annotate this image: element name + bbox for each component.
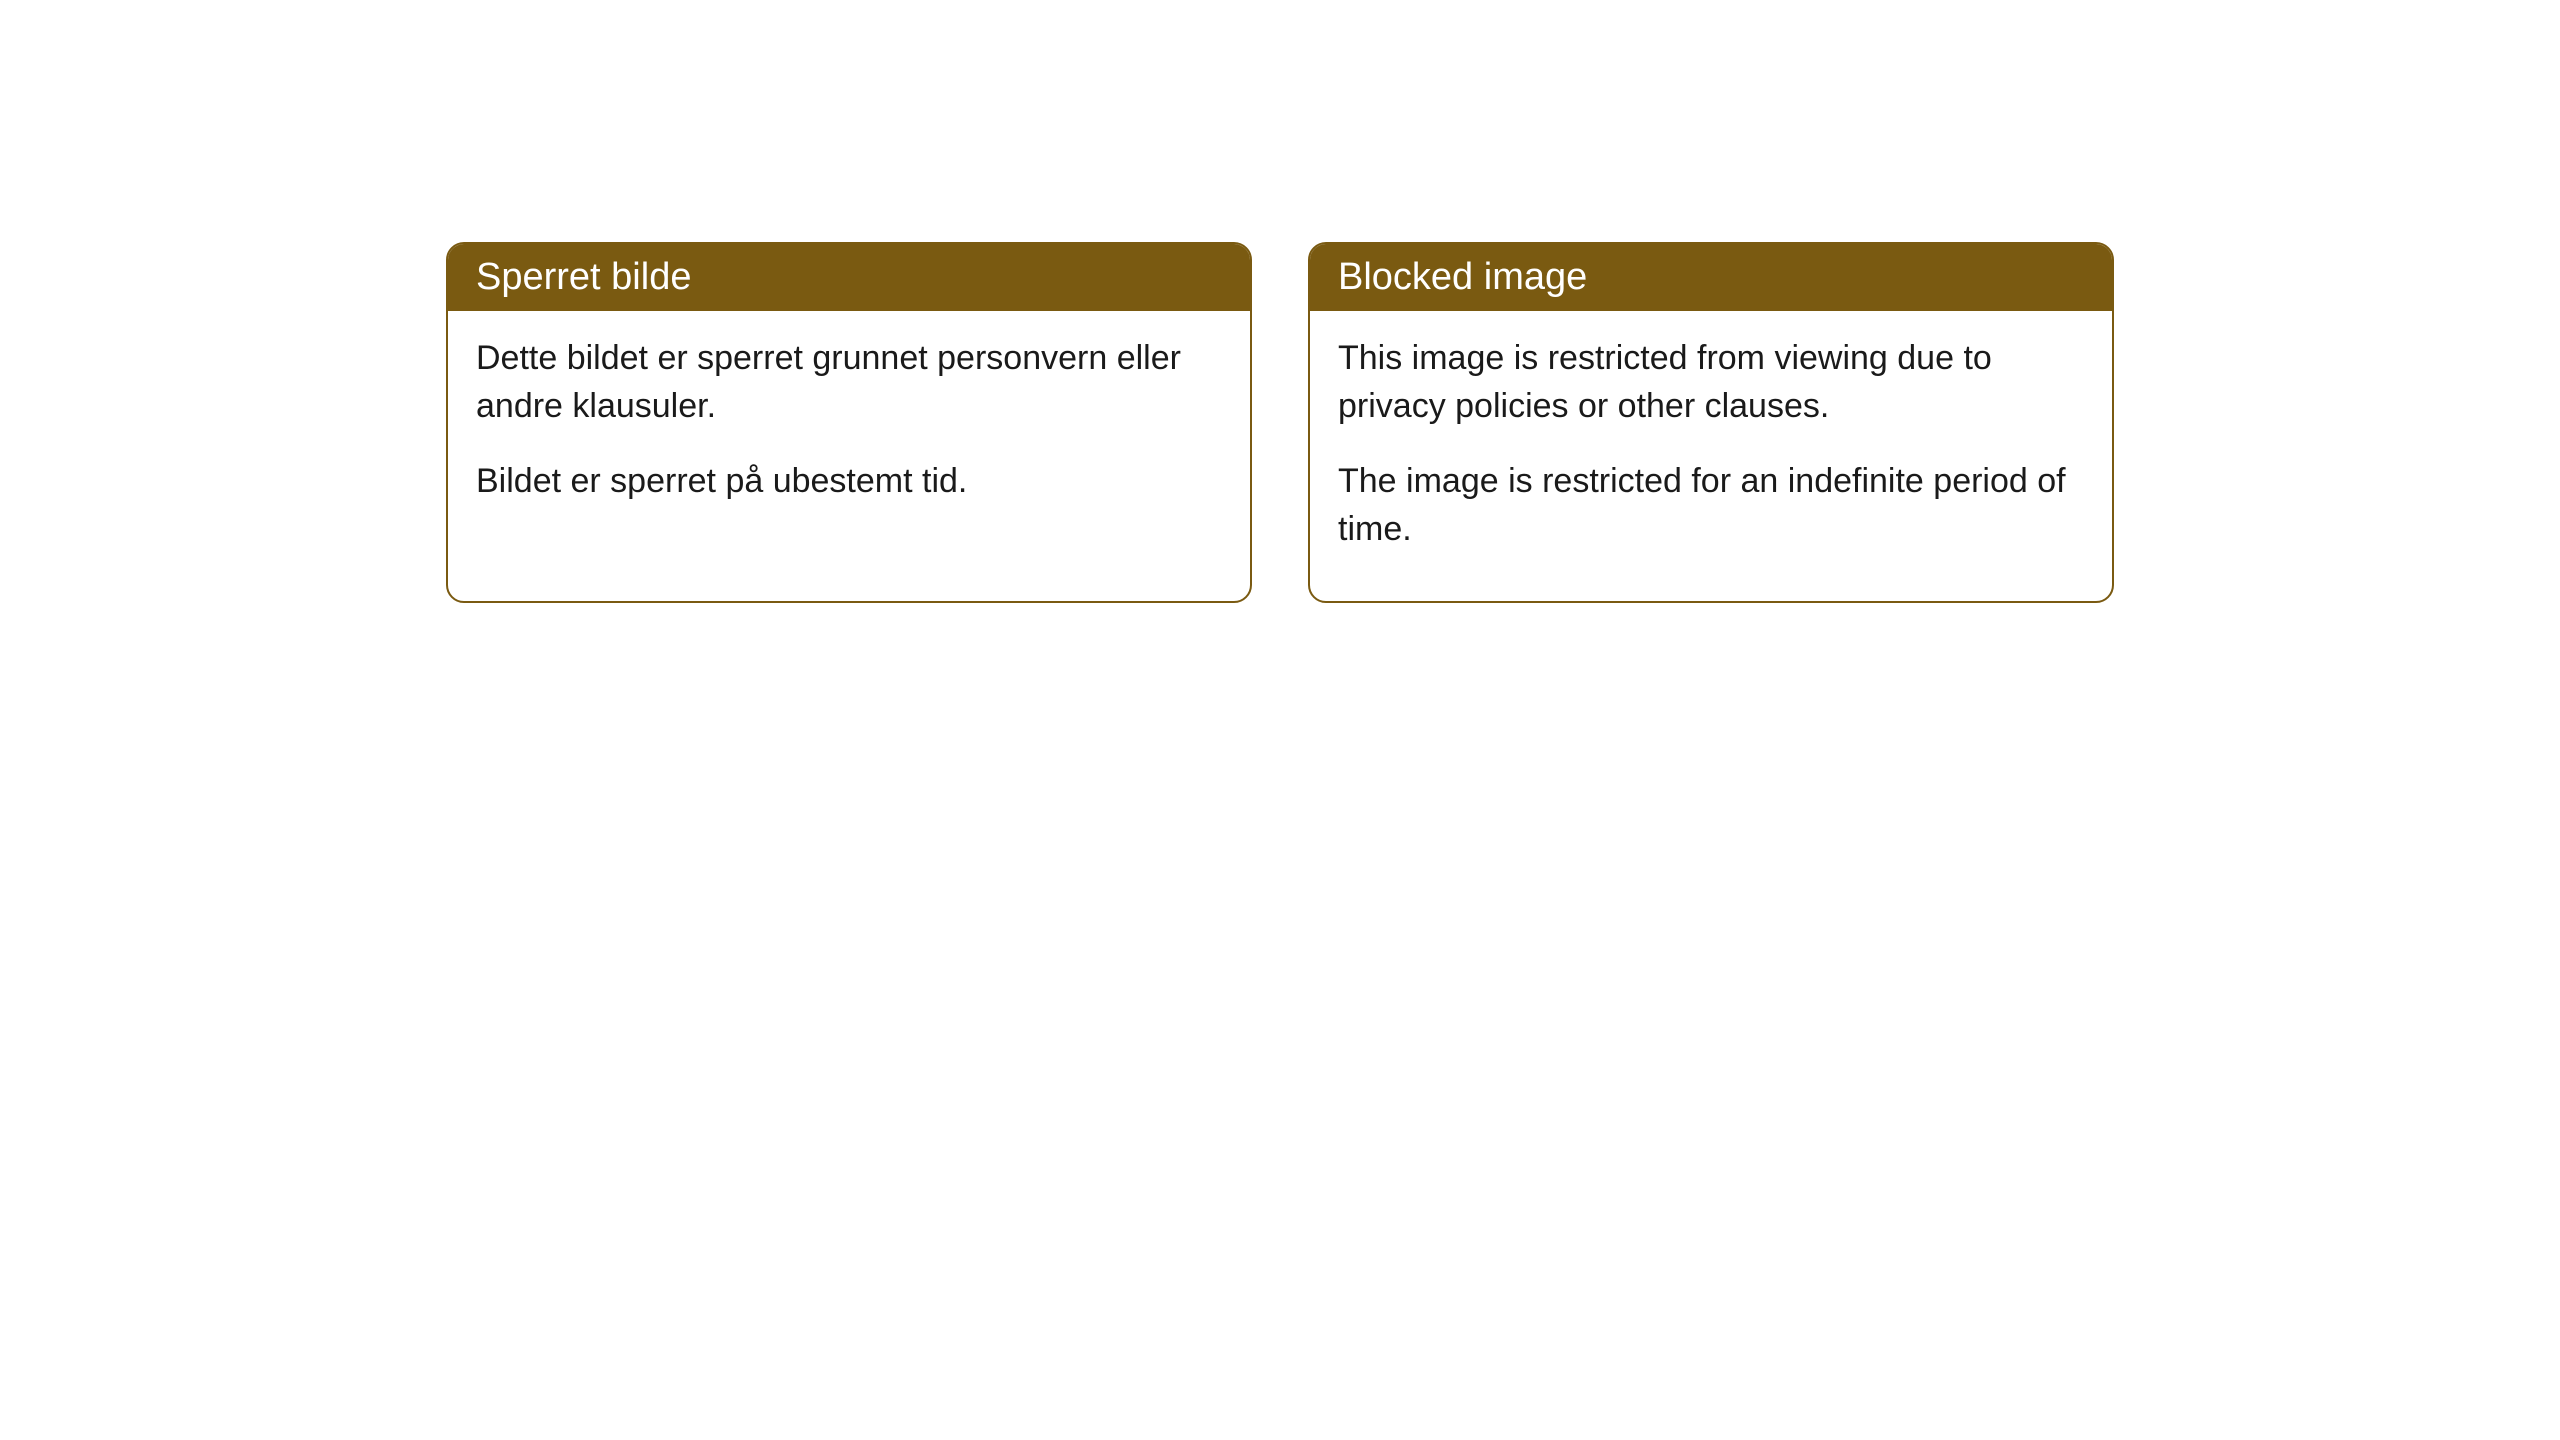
card-title: Blocked image (1338, 256, 1587, 298)
card-norwegian: Sperret bilde Dette bildet er sperret gr… (446, 242, 1252, 603)
card-header-norwegian: Sperret bilde (448, 244, 1250, 311)
card-paragraph: This image is restricted from viewing du… (1338, 335, 2084, 430)
card-title: Sperret bilde (476, 256, 691, 298)
card-paragraph: Bildet er sperret på ubestemt tid. (476, 458, 1222, 506)
card-english: Blocked image This image is restricted f… (1308, 242, 2114, 603)
card-header-english: Blocked image (1310, 244, 2112, 311)
notice-cards-container: Sperret bilde Dette bildet er sperret gr… (0, 242, 2560, 603)
card-paragraph: Dette bildet er sperret grunnet personve… (476, 335, 1222, 430)
card-paragraph: The image is restricted for an indefinit… (1338, 458, 2084, 553)
card-body-english: This image is restricted from viewing du… (1310, 311, 2112, 601)
card-body-norwegian: Dette bildet er sperret grunnet personve… (448, 311, 1250, 554)
